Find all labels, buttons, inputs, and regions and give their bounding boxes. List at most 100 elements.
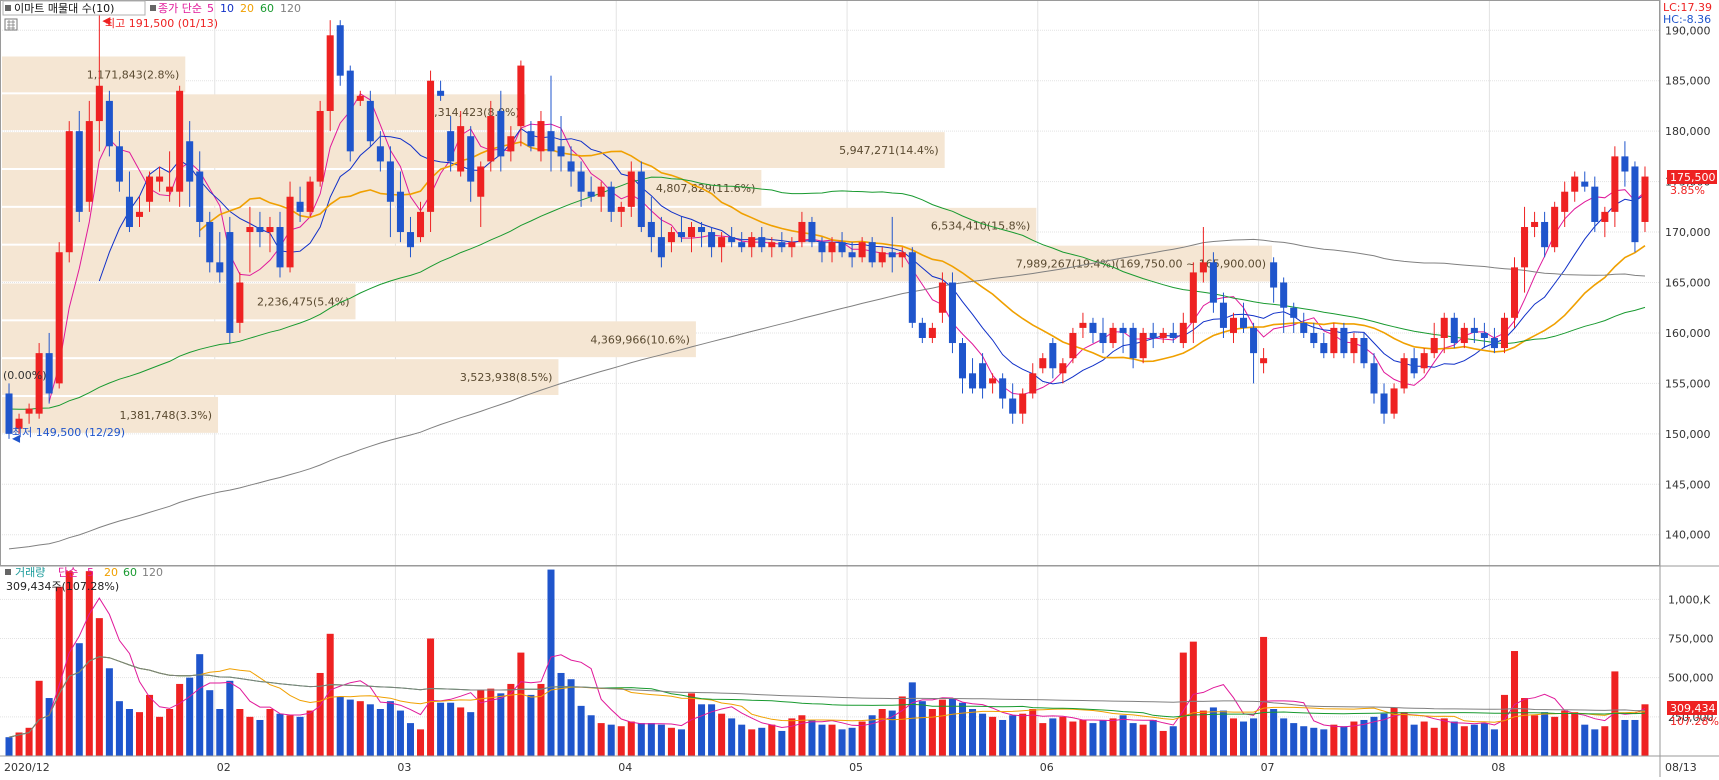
volume-bar [1500, 694, 1508, 756]
volume-bar [115, 701, 123, 756]
volume-bar [135, 712, 144, 756]
volume-bar [246, 716, 254, 756]
volume-bar [176, 683, 184, 756]
volume-bar [507, 683, 515, 756]
candle-body [176, 90, 184, 192]
candle-body [1350, 337, 1358, 354]
candle-body [667, 232, 675, 243]
volume-bar [1480, 723, 1488, 756]
candle-body [1400, 358, 1408, 389]
candle-body [1390, 388, 1398, 414]
volume-bar [1049, 718, 1057, 756]
x-tick-label: 05 [849, 761, 863, 774]
volume-bar [1521, 698, 1529, 756]
volume-bar [647, 723, 655, 756]
candle-body [1450, 317, 1458, 344]
candle-body [266, 227, 274, 233]
candle-body [979, 363, 987, 389]
candle-body [677, 232, 685, 238]
candle-body [898, 252, 906, 258]
volume-bar [597, 723, 605, 756]
candle-body [95, 85, 103, 122]
volume-bar [1099, 719, 1107, 756]
price-ma-20-line [199, 141, 1646, 363]
candle-body [1039, 358, 1047, 369]
candle-body [788, 242, 796, 248]
volume-ma-legend-120: 120 [142, 566, 163, 579]
candle-body [1561, 191, 1569, 212]
volume-bar [356, 701, 364, 756]
volume-bar [637, 723, 645, 756]
grid-settings-icon[interactable] [4, 18, 18, 31]
candle-body [1260, 358, 1268, 364]
volume-profile-label: 3,523,938(8.5%) [460, 371, 553, 384]
current-price-box [1667, 170, 1717, 184]
grid-settings-icon-lines [7, 20, 15, 30]
candle-body [748, 237, 756, 248]
volume-bar [166, 709, 174, 756]
volume-bar [818, 724, 826, 756]
candle-body [557, 146, 565, 157]
volume-bar [1219, 710, 1227, 756]
volume-bar [1591, 729, 1599, 756]
candle-body [65, 131, 73, 253]
candle-body [1531, 221, 1539, 228]
candle-body [186, 141, 194, 182]
candle-body [607, 186, 615, 212]
volume-bar [728, 718, 736, 756]
volume-bar [1039, 723, 1047, 756]
volume-bar [65, 571, 73, 756]
price-tick-label: 160,000 [1665, 327, 1711, 340]
volume-ma-120-line [8, 656, 1645, 738]
volume-profile-label: 1,171,843(2.8%) [87, 68, 180, 81]
volume-bar [1551, 716, 1559, 756]
candle-body [25, 408, 33, 414]
candle-body [206, 221, 214, 263]
x-tick-label: 03 [397, 761, 411, 774]
volume-bar [878, 709, 886, 756]
candle-body [406, 232, 414, 248]
volume-bar [1109, 718, 1117, 756]
candle-body [1270, 262, 1278, 288]
title-box[interactable] [2, 0, 146, 16]
current-price: 175,500 [1670, 171, 1716, 184]
candle-body [226, 232, 234, 333]
volume-bar [918, 701, 926, 756]
candle-body [1159, 332, 1167, 338]
volume-bar [1581, 724, 1589, 756]
candle-body [1310, 332, 1318, 344]
volume-bar [1631, 719, 1639, 756]
volume-bar [948, 698, 956, 756]
candle-body [1079, 322, 1087, 328]
volume-bar [768, 724, 776, 756]
volume-profile-bar [2, 207, 1037, 244]
candle-body [346, 70, 354, 152]
volume-bar [748, 729, 756, 756]
candle-body [798, 221, 806, 243]
volume-bar [1340, 726, 1348, 756]
candle-body [1611, 156, 1619, 212]
candle-body [306, 181, 314, 212]
volume-bar [517, 652, 525, 756]
candle-body [818, 242, 826, 253]
volume-bar [196, 654, 204, 756]
ma-legend-prefix: 종가 단순 [158, 2, 202, 15]
volume-bar [798, 715, 806, 756]
candle-body [286, 196, 294, 268]
candle-body [728, 237, 736, 243]
candle-body [216, 262, 224, 273]
price-tick-label: 155,000 [1665, 377, 1711, 390]
volume-bar [447, 702, 455, 756]
candle-body [487, 116, 495, 162]
candle-body [105, 100, 113, 147]
candle-body [256, 227, 264, 233]
candle-body [527, 131, 535, 147]
volume-bar [1280, 718, 1288, 756]
volume-bar [386, 701, 394, 756]
volume-profile-label: 1,381,748(3.3%) [120, 409, 213, 422]
candle-body [366, 100, 374, 142]
volume-bar [718, 713, 726, 756]
candle-body [1460, 327, 1468, 344]
volume-bar [186, 677, 194, 756]
